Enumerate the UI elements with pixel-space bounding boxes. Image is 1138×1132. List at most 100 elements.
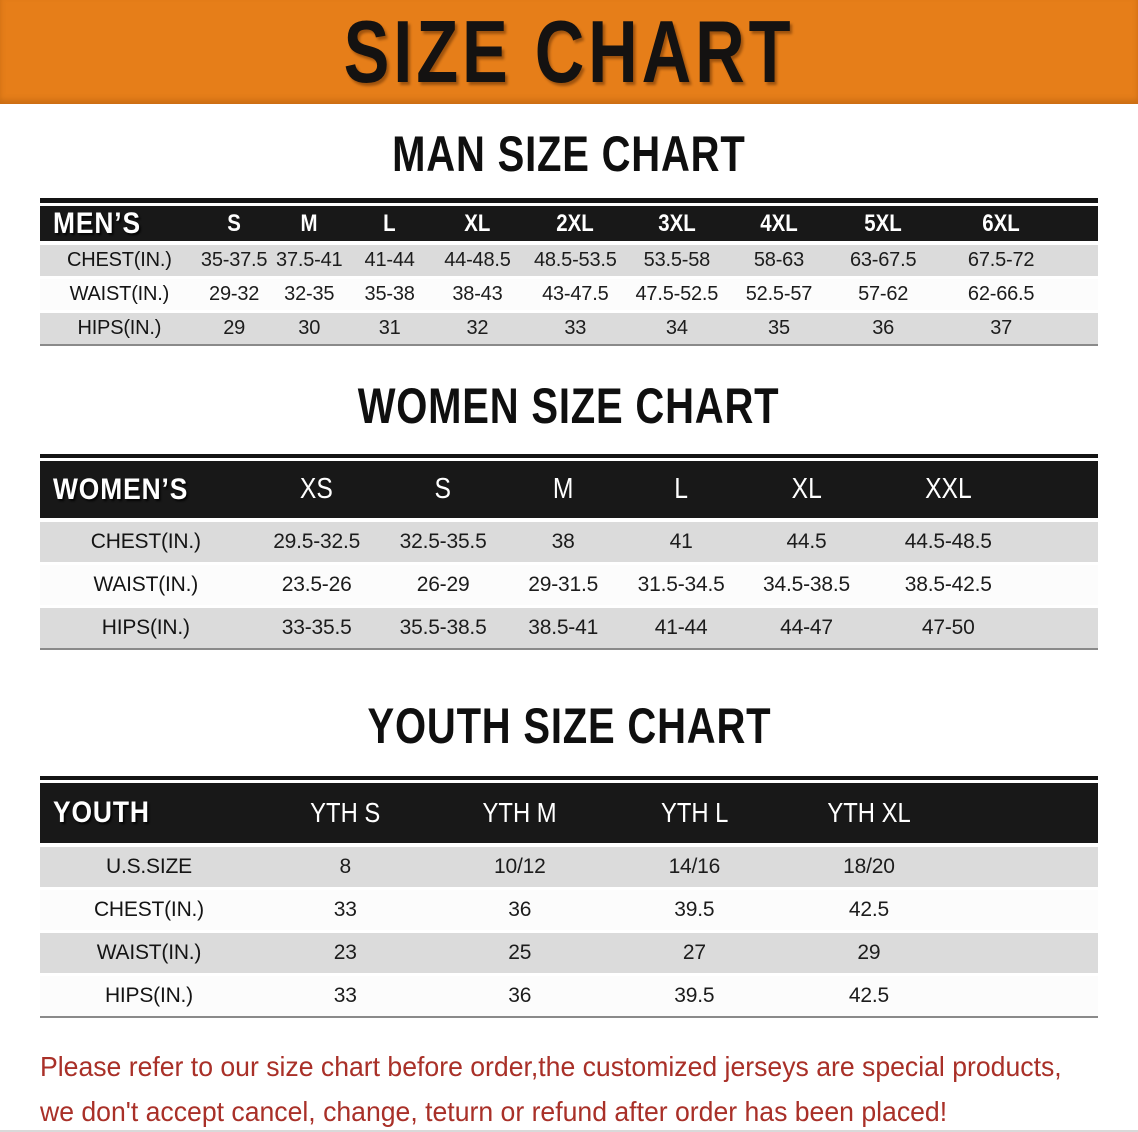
col-header-text: 2XL [556,209,594,237]
row-label: U.S.SIZE [40,845,258,890]
size-cell: 31 [348,311,431,346]
size-cell: 29.5-32.5 [251,520,382,565]
col-header-text: L [674,473,688,505]
youth-table-corner-text: YOUTH [53,796,150,829]
youth-table-top-border [40,776,1098,780]
spacer-cell [1023,606,1098,650]
size-cell: 32.5-35.5 [381,520,505,565]
size-cell: 41-44 [621,606,741,650]
col-header: M [269,206,349,245]
col-header-text: XS [300,473,334,505]
col-header-text: XXL [924,473,972,505]
spacer-cell [1066,311,1098,346]
size-cell: 27 [607,931,782,976]
table-row: HIPS(IN.) 29 30 31 32 33 34 35 36 37 [40,311,1098,346]
row-label: HIPS(IN.) [40,606,252,650]
size-cell: 38.5-41 [504,606,622,650]
table-row: CHEST(IN.) 29.5-32.5 32.5-35.5 38 41 44.… [40,520,1098,565]
col-header: YTH L [607,783,782,847]
table-row: CHEST(IN.) 33 36 39.5 42.5 [40,888,1098,933]
col-header: YTH XL [781,783,957,847]
size-cell: 63-67.5 [830,243,937,279]
womens-size-table: WOMEN’S XS S M L XL XXL CHEST(IN.) 29.5-… [40,454,1098,650]
col-header-text: 3XL [658,209,696,237]
size-cell: 42.5 [781,888,957,933]
youth-section-heading: YOUTH SIZE CHART [0,701,1138,751]
size-cell: 39.5 [607,974,782,1018]
row-label: WAIST(IN.) [40,931,258,976]
col-header-text: S [227,209,241,237]
youth-header-row: YOUTH YTH S YTH M YTH L YTH XL [40,783,1098,847]
col-header: XXL [872,461,1024,522]
table-row: HIPS(IN.) 33-35.5 35.5-38.5 38.5-41 41-4… [40,606,1098,650]
col-header-text: YTH S [310,797,381,828]
spacer-cell [1023,461,1098,522]
col-header: YTH M [432,783,608,847]
col-header: S [198,206,270,245]
womens-table-corner-text: WOMEN’S [53,472,189,506]
size-cell: 44.5-48.5 [872,520,1024,565]
mens-header-row: MEN’S S M L XL 2XL 3XL 4XL 5XL 6XL [40,206,1098,245]
col-header: M [504,461,622,522]
size-cell: 38 [504,520,622,565]
table-row: CHEST(IN.) 35-37.5 37.5-41 41-44 44-48.5… [40,243,1098,279]
youth-size-table: YOUTH YTH S YTH M YTH L YTH XL U.S.SIZE … [40,776,1098,1018]
row-label: WAIST(IN.) [40,277,199,313]
mens-table-corner-label: MEN’S [40,206,199,245]
col-header: 3XL [626,206,728,245]
man-section-heading-text: MAN SIZE CHART [392,126,746,182]
col-header-text: M [300,209,318,237]
spacer-cell [1023,563,1098,608]
col-header-text: XL [791,473,822,505]
size-cell: 57-62 [830,277,937,313]
size-cell: 36 [432,888,608,933]
size-cell: 44-47 [740,606,873,650]
man-section-heading: MAN SIZE CHART [0,126,1138,182]
womens-header-row: WOMEN’S XS S M L XL XXL [40,461,1098,522]
spacer-cell [1066,206,1098,245]
table-row: WAIST(IN.) 29-32 32-35 35-38 38-43 43-47… [40,277,1098,313]
size-cell: 37.5-41 [269,243,349,279]
col-header-text: 6XL [982,209,1020,237]
top-banner: SIZE CHART [0,0,1138,104]
spacer-cell [1023,520,1098,565]
size-cell: 37 [936,311,1067,346]
size-cell: 52.5-57 [727,277,831,313]
col-header: 2XL [524,206,627,245]
women-section-heading-text: WOMEN SIZE CHART [358,378,780,434]
size-cell: 41 [621,520,741,565]
row-label: HIPS(IN.) [40,974,258,1018]
spacer-cell [956,931,1098,976]
size-cell: 41-44 [348,243,431,279]
table-row: WAIST(IN.) 23.5-26 26-29 29-31.5 31.5-34… [40,563,1098,608]
size-cell: 44-48.5 [430,243,525,279]
col-header-text: YTH M [482,797,557,828]
footer-note-line2-text: we don't accept cancel, change, teturn o… [40,1096,948,1127]
size-cell: 30 [269,311,349,346]
size-cell: 38.5-42.5 [872,563,1024,608]
size-cell: 38-43 [430,277,525,313]
size-cell: 44.5 [740,520,873,565]
col-header-text: M [552,473,574,505]
footer-note: Please refer to our size chart before or… [0,1044,1138,1130]
size-cell: 53.5-58 [626,243,728,279]
size-cell: 33 [257,888,433,933]
size-cell: 29 [198,311,270,346]
size-cell: 32 [430,311,525,346]
col-header-text: 5XL [864,209,902,237]
row-label: CHEST(IN.) [40,888,258,933]
size-cell: 33-35.5 [251,606,382,650]
womens-table-corner-label: WOMEN’S [40,461,252,522]
size-cell: 58-63 [727,243,831,279]
womens-table-top-border [40,454,1098,458]
col-header-text: 4XL [760,209,798,237]
size-cell: 10/12 [432,845,608,890]
size-cell: 35-37.5 [198,243,270,279]
size-cell: 18/20 [781,845,957,890]
size-cell: 35.5-38.5 [381,606,505,650]
footer-note-line1: Please refer to our size chart before or… [40,1044,1138,1089]
spacer-cell [1066,277,1098,313]
col-header: S [381,461,505,522]
table-row: U.S.SIZE 8 10/12 14/16 18/20 [40,845,1098,890]
size-cell: 43-47.5 [524,277,627,313]
